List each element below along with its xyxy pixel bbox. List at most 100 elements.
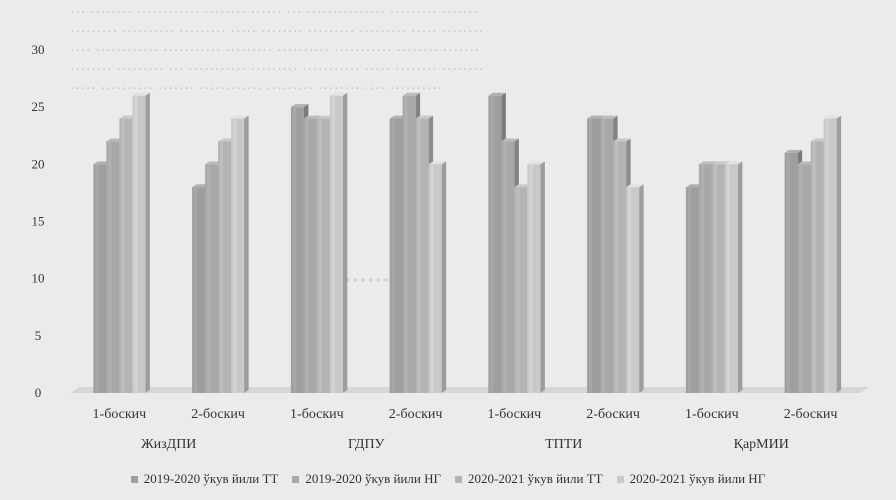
bar-top (784, 149, 803, 153)
bar-highlight (233, 118, 237, 393)
bar-side (244, 115, 249, 393)
y-tick-label: 25 (32, 99, 45, 114)
x-category-label: 1-боскич (685, 407, 739, 422)
bar (428, 161, 447, 393)
bar-top (613, 138, 631, 142)
bar-highlight (812, 141, 816, 393)
x-category-label: 2-боскич (191, 407, 245, 422)
bar-front (428, 164, 442, 393)
bar-highlight (529, 164, 533, 393)
x-axis-category-labels: 1-боскич 2-боскич 1-боскич 2-боскич 1-боскич… (93, 407, 838, 422)
legend-label: 2019-2020 ўкув йили НГ (305, 471, 441, 486)
x-group-label: ГДПУ (348, 437, 385, 452)
bar-front (823, 118, 837, 393)
legend-item: 2019-2020 ўкув йили ТТ (130, 471, 278, 487)
bar (231, 115, 249, 393)
bar-top (415, 115, 434, 119)
bar-highlight (134, 95, 138, 393)
bar (626, 184, 644, 393)
background-bleed-text: ··· ········ ············ ········ ·····… (70, 5, 484, 97)
bar-front (797, 164, 811, 393)
legend-swatch (455, 475, 462, 483)
legend: 2019-2020 ўкув йили ТТ 2019-2020 ўкув йил… (0, 468, 896, 490)
y-tick-label: 15 (32, 214, 45, 229)
bar-top (303, 115, 322, 119)
bar-side (441, 161, 447, 393)
bar-top (231, 115, 249, 119)
bar-front (132, 95, 146, 393)
bar-front (119, 118, 133, 393)
bar-side (737, 161, 743, 393)
bar-highlight (628, 187, 632, 393)
bar-top (587, 115, 605, 119)
bar-front (711, 164, 725, 393)
bar-front (218, 141, 232, 393)
bar-front (698, 164, 712, 393)
bar-top (626, 184, 644, 188)
bar-side (145, 92, 150, 393)
bar-highlight (799, 164, 803, 393)
legend-label: 2020-2021 ўкув йили НГ (629, 471, 766, 486)
bar-highlight (786, 152, 790, 393)
bar-front (600, 118, 614, 393)
bar-highlight (292, 107, 296, 394)
bar (329, 92, 348, 393)
y-tick-label: 30 (32, 42, 45, 57)
bar-front (724, 164, 738, 393)
bar-highlight (602, 118, 606, 393)
bar-front (810, 141, 824, 393)
x-group-label: ҚарМИИ (734, 437, 789, 452)
bar-top (724, 161, 743, 165)
bar-highlight (417, 118, 421, 393)
legend-swatch (292, 475, 300, 483)
bar-front (205, 164, 219, 393)
bar-highlight (503, 141, 507, 393)
bar-side (540, 161, 545, 393)
bar-highlight (121, 118, 125, 393)
bar-highlight (207, 164, 211, 393)
bar (823, 115, 842, 393)
legend-item: 2020-2021 ўкув йили ТТ (455, 471, 603, 487)
bar-front (527, 164, 541, 393)
bar-highlight (430, 164, 434, 393)
x-category-label: 1-боскич (488, 407, 542, 422)
bar-highlight (318, 118, 322, 393)
bar-highlight (687, 187, 691, 393)
x-group-label: ЖизДПИ (141, 437, 196, 452)
legend-swatch (616, 475, 624, 483)
x-category-label: 2-боскич (784, 407, 838, 422)
bar-front (784, 152, 798, 393)
bar-highlight (825, 118, 829, 393)
bar-highlight (615, 141, 619, 393)
bar-top (527, 161, 545, 165)
bar-front (415, 118, 429, 393)
bar-top (600, 115, 618, 119)
x-category-label: 2-боскич (586, 407, 640, 422)
bar (132, 92, 150, 393)
bar-front (626, 187, 640, 393)
bar-front (389, 118, 403, 393)
legend-item: 2019-2020 ўкув йили НГ (292, 471, 441, 487)
bar-top (402, 92, 421, 96)
bar-front (488, 95, 502, 393)
bar-front (303, 118, 317, 393)
x-category-label: 1-боскич (93, 407, 147, 422)
bar-top (698, 161, 717, 165)
bar-front (402, 95, 416, 393)
bar-front (613, 141, 627, 393)
y-tick-label: 0 (35, 385, 42, 400)
bar-front (587, 118, 601, 393)
bar-highlight (589, 118, 593, 393)
y-tick-label: 20 (32, 156, 45, 171)
x-category-label: 2-боскич (389, 407, 443, 422)
bar-highlight (305, 118, 309, 393)
bar-highlight (516, 187, 520, 393)
bar-top (428, 161, 447, 165)
bar-highlight (726, 164, 730, 393)
bar-front (290, 107, 304, 394)
legend-item: 2020-2021 ўкув йили НГ (616, 471, 766, 487)
bar-top (823, 115, 842, 119)
bar-front (329, 95, 343, 393)
